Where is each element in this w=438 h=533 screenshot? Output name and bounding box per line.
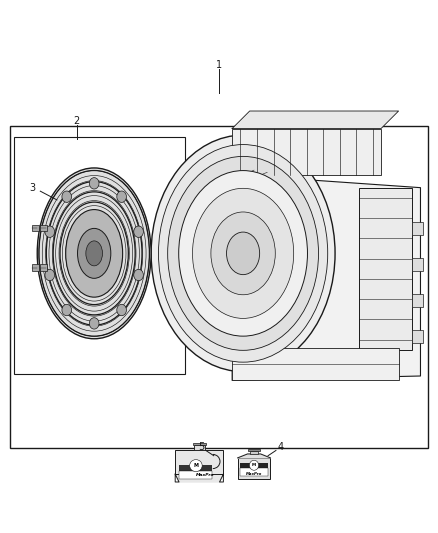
Ellipse shape bbox=[250, 461, 258, 470]
Bar bbox=[40, 264, 47, 271]
Ellipse shape bbox=[89, 318, 99, 329]
Ellipse shape bbox=[86, 241, 102, 266]
Bar bbox=[179, 471, 212, 479]
Ellipse shape bbox=[89, 177, 99, 189]
Polygon shape bbox=[237, 454, 270, 458]
Text: MaxPro: MaxPro bbox=[246, 472, 262, 475]
Bar bbox=[248, 449, 260, 451]
Ellipse shape bbox=[134, 226, 143, 237]
Bar bbox=[179, 465, 212, 471]
Ellipse shape bbox=[159, 144, 328, 362]
Bar bbox=[240, 469, 268, 477]
Ellipse shape bbox=[45, 226, 55, 237]
Bar bbox=[193, 442, 206, 445]
Bar bbox=[32, 264, 39, 271]
Ellipse shape bbox=[78, 229, 111, 278]
Ellipse shape bbox=[151, 135, 335, 372]
Bar bbox=[412, 294, 423, 307]
Bar bbox=[40, 225, 47, 231]
Polygon shape bbox=[175, 474, 223, 482]
Ellipse shape bbox=[226, 232, 260, 274]
Text: MaxPro: MaxPro bbox=[196, 473, 214, 478]
Bar bbox=[175, 450, 223, 474]
Bar bbox=[412, 330, 423, 343]
Ellipse shape bbox=[62, 191, 71, 203]
Text: 2: 2 bbox=[74, 116, 80, 126]
Text: 5: 5 bbox=[198, 442, 205, 452]
Text: M: M bbox=[252, 463, 256, 467]
Ellipse shape bbox=[37, 168, 151, 339]
Ellipse shape bbox=[193, 188, 293, 318]
Ellipse shape bbox=[117, 304, 127, 316]
Ellipse shape bbox=[168, 156, 318, 350]
Ellipse shape bbox=[134, 269, 143, 281]
Bar bbox=[14, 138, 185, 374]
Text: 4: 4 bbox=[277, 442, 283, 452]
Bar bbox=[240, 463, 268, 469]
Ellipse shape bbox=[66, 209, 123, 297]
Ellipse shape bbox=[190, 459, 202, 472]
Bar bbox=[412, 258, 423, 271]
Ellipse shape bbox=[45, 269, 55, 281]
Bar bbox=[194, 445, 205, 450]
Bar bbox=[359, 188, 412, 350]
Text: M: M bbox=[194, 463, 198, 468]
Bar bbox=[250, 451, 258, 454]
Ellipse shape bbox=[211, 212, 275, 295]
Text: 3: 3 bbox=[30, 183, 36, 192]
Polygon shape bbox=[232, 111, 399, 128]
Bar bbox=[412, 222, 423, 235]
Ellipse shape bbox=[179, 171, 307, 336]
Bar bbox=[32, 225, 39, 231]
Bar bbox=[232, 128, 381, 174]
Bar bbox=[10, 126, 428, 448]
Polygon shape bbox=[232, 174, 420, 381]
Ellipse shape bbox=[62, 304, 71, 316]
Bar bbox=[232, 348, 399, 381]
Ellipse shape bbox=[117, 191, 127, 203]
Bar bbox=[237, 458, 270, 479]
Text: 1: 1 bbox=[216, 60, 222, 70]
